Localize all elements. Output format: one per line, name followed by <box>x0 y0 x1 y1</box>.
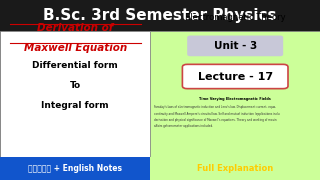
Bar <box>150 31 320 157</box>
Bar <box>0 157 150 180</box>
FancyBboxPatch shape <box>187 36 283 56</box>
Text: continuity and Maxwell Ampere's circuital law. Self and mutual induction (applic: continuity and Maxwell Ampere's circuita… <box>154 112 279 116</box>
Text: Full Explanation: Full Explanation <box>197 164 273 173</box>
Text: To: To <box>70 81 81 90</box>
Text: Electromagnetic Theory: Electromagnetic Theory <box>185 13 285 22</box>
Text: Integral form: Integral form <box>41 101 109 110</box>
Bar <box>150 157 320 180</box>
Text: Derivation of: Derivation of <box>37 23 113 33</box>
Text: Maxwell Equation: Maxwell Equation <box>24 43 127 53</box>
Text: Faraday's laws of electromagnetic induction and Lenz's law. Displacement current: Faraday's laws of electromagnetic induct… <box>154 105 276 109</box>
Bar <box>0 0 320 31</box>
Text: B.Sc. 3rd Semester Physics: B.Sc. 3rd Semester Physics <box>43 8 277 23</box>
Text: Lecture - 17: Lecture - 17 <box>198 71 273 82</box>
FancyBboxPatch shape <box>182 64 288 89</box>
Bar <box>0 31 150 157</box>
Text: Unit - 3: Unit - 3 <box>213 41 257 51</box>
Text: Differential form: Differential form <box>32 61 118 70</box>
Text: Time Varying Electromagnetic Fields: Time Varying Electromagnetic Fields <box>199 97 271 101</box>
Text: derivation and physical significance of Maxwell's equations. Theory and working : derivation and physical significance of … <box>154 118 276 122</box>
Text: affairs galvanometer applications included.: affairs galvanometer applications includ… <box>154 124 213 128</box>
Text: हिंदी + English Notes: हिंदी + English Notes <box>28 164 122 173</box>
